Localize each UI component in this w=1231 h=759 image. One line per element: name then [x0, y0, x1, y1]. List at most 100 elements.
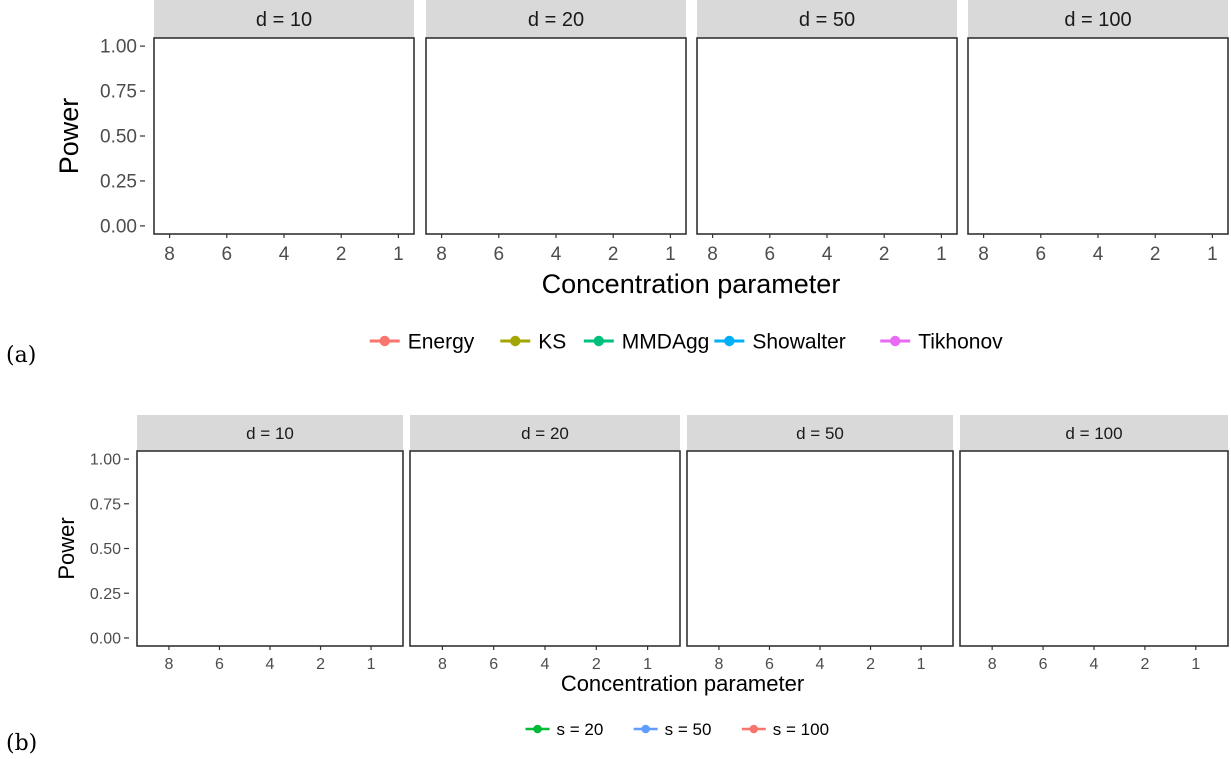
facet-strip: [154, 0, 414, 38]
legend-key-point: [379, 335, 390, 347]
x-tick-label: 1: [917, 656, 926, 673]
x-tick-label: 2: [608, 244, 619, 265]
facet-strip: [697, 0, 957, 38]
y-tick-label: 0.50: [90, 541, 121, 558]
legend-item: s = 100: [741, 720, 829, 739]
facet-label: d = 50: [796, 424, 844, 443]
facet-label: d = 100: [1064, 9, 1131, 31]
legend-label: KS: [538, 330, 566, 353]
x-tick-label: 8: [436, 244, 447, 265]
x-axis-title: Concentration parameter: [561, 671, 804, 696]
figure-label-a: (a): [6, 343, 36, 368]
x-tick-label: 4: [816, 656, 825, 673]
x-tick-label: 4: [551, 244, 562, 265]
legend-item: Showalter: [714, 330, 846, 353]
x-tick-label: 6: [765, 244, 776, 265]
legend-label: s = 50: [665, 720, 712, 739]
x-tick-label: 1: [367, 656, 376, 673]
legend-key-point: [749, 724, 759, 734]
y-tick-label: 0.25: [100, 172, 137, 193]
panel-border: [425, 37, 687, 235]
x-tick-label: 6: [494, 244, 505, 265]
x-tick-label: 1: [936, 244, 947, 265]
y-tick-label: 1.00: [90, 452, 121, 469]
y-axis-title: Power: [54, 517, 79, 579]
legend-key-point: [510, 335, 521, 347]
panel-border: [686, 450, 954, 647]
legend-label: s = 100: [773, 720, 829, 739]
panel-border: [409, 450, 681, 647]
x-tick-label: 8: [707, 244, 718, 265]
x-tick-label: 6: [489, 656, 498, 673]
x-tick-label: 8: [978, 244, 989, 265]
legend-label: Tikhonov: [918, 330, 1003, 353]
facet-strip: [968, 0, 1228, 38]
x-axis-title: Concentration parameter: [542, 269, 841, 299]
facet-strip: [960, 415, 1228, 451]
legend-item: s = 20: [525, 720, 604, 739]
facet-strip: [410, 415, 680, 451]
x-tick-label: 8: [438, 656, 447, 673]
y-tick-label: 0.75: [100, 82, 137, 103]
x-tick-label: 2: [316, 656, 325, 673]
legend-key-point: [890, 335, 901, 347]
legend-key-point: [533, 724, 542, 734]
facet-strip: [687, 415, 953, 451]
panel-border: [696, 37, 958, 235]
y-tick-label: 0.50: [100, 127, 137, 148]
x-tick-label: 6: [765, 656, 774, 673]
legend-key-point: [593, 335, 604, 347]
x-tick-label: 1: [393, 244, 404, 265]
legend-item: MMDAgg: [583, 330, 710, 353]
panel-border: [136, 450, 404, 647]
x-tick-label: 2: [336, 244, 347, 265]
x-tick-label: 1: [1207, 244, 1218, 265]
x-tick-label: 4: [266, 656, 275, 673]
facet-label: d = 20: [528, 9, 584, 31]
x-tick-label: 2: [1140, 656, 1149, 673]
y-tick-label: 0.00: [100, 217, 137, 238]
facet-strip: [137, 415, 403, 451]
facet-label: d = 50: [799, 9, 855, 31]
panel-border: [153, 37, 415, 235]
legend-item: s = 50: [633, 720, 712, 739]
legend-item: Tikhonov: [880, 330, 1003, 353]
x-tick-label: 8: [164, 656, 173, 673]
x-tick-label: 8: [988, 656, 997, 673]
facet-label: d = 100: [1065, 424, 1122, 443]
y-tick-label: 0.25: [90, 586, 121, 603]
x-tick-label: 4: [822, 244, 833, 265]
x-tick-label: 4: [279, 244, 290, 265]
legend-label: Energy: [408, 330, 475, 353]
figure-label-b: (b): [6, 731, 37, 756]
y-axis-title: Power: [54, 98, 84, 175]
facet-label: d = 10: [246, 424, 294, 443]
y-tick-label: 0.00: [90, 631, 121, 648]
x-tick-label: 4: [1090, 656, 1099, 673]
x-tick-label: 1: [1191, 656, 1200, 673]
x-tick-label: 6: [222, 244, 233, 265]
x-tick-label: 8: [164, 244, 175, 265]
facet-label: d = 20: [521, 424, 569, 443]
chart-a: 0.00 0.25 0.50 0.75 1.00 Power d = 10 8 6 4 2 1 d = …: [54, 0, 1229, 353]
facet-strip: [426, 0, 686, 38]
legend-label: s = 20: [557, 720, 604, 739]
x-tick-label: 4: [1093, 244, 1104, 265]
x-tick-label: 2: [1150, 244, 1161, 265]
legend: Energy KS MMDAgg Showalter Tikhonov: [369, 330, 1003, 353]
legend: s = 20 s = 50 s = 100: [525, 720, 829, 739]
legend-label: MMDAgg: [622, 330, 710, 353]
x-tick-label: 6: [1039, 656, 1048, 673]
legend-key-point: [641, 724, 650, 734]
x-tick-label: 6: [215, 656, 224, 673]
x-tick-label: 2: [879, 244, 890, 265]
x-tick-label: 4: [541, 656, 550, 673]
panel-border: [959, 450, 1229, 647]
x-tick-label: 1: [643, 656, 652, 673]
x-tick-label: 1: [665, 244, 676, 265]
legend-label: Showalter: [752, 330, 845, 353]
legend-key-point: [724, 335, 735, 347]
x-tick-label: 2: [866, 656, 875, 673]
facet-label: d = 10: [256, 9, 312, 31]
